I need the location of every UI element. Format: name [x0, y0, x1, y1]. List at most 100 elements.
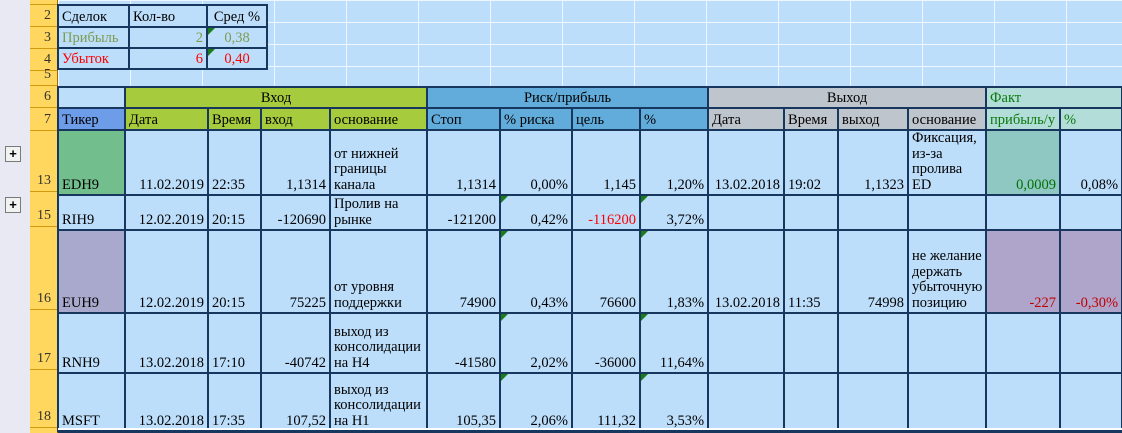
cell-entry-date[interactable]: 12.02.2019 [124, 229, 209, 314]
cell-exit-date[interactable] [707, 194, 786, 231]
cell-risk-pct[interactable]: 2,02% [499, 312, 574, 374]
band-risk[interactable]: Риск/прибыль [426, 86, 710, 109]
cell-entry-reason[interactable]: выход из консолидации на Н1 [328, 372, 429, 432]
expand-group-button-row13[interactable]: + [5, 146, 21, 162]
cell-entry-price[interactable]: -40742 [260, 312, 331, 374]
col-header-exit-date[interactable]: Дата [707, 107, 786, 131]
row-header-18[interactable]: 18 [30, 370, 57, 428]
cell-exit-time[interactable] [783, 372, 840, 432]
cell-exit-price[interactable]: 1,1323 [837, 129, 910, 196]
cell-risk-pct[interactable]: 0,43% [499, 229, 574, 314]
cell-exit-reason[interactable] [907, 194, 988, 231]
cell-entry-time[interactable]: 17:35 [207, 372, 262, 432]
cell-target-pct[interactable]: 11,64% [639, 312, 710, 374]
cell-fact-profit[interactable]: 0,0009 [985, 129, 1062, 196]
cell-entry-price[interactable]: -120690 [260, 194, 331, 231]
cell-ticker[interactable]: RNH9 [57, 312, 126, 374]
cell-exit-time[interactable] [783, 312, 840, 374]
cell-entry-reason[interactable]: от нижней границы канала [328, 129, 429, 196]
cell-exit-date[interactable] [707, 372, 786, 432]
summary-header-count[interactable]: Кол-во [128, 4, 208, 28]
cell-exit-reason[interactable] [907, 372, 988, 432]
row-header-4[interactable]: 4 [30, 49, 57, 71]
row-header-2[interactable]: 2 [30, 4, 57, 27]
col-header-exit-time[interactable]: Время [783, 107, 840, 131]
cell-exit-price[interactable]: 74998 [837, 229, 910, 314]
cell-entry-reason[interactable]: Пролив на рынке [328, 194, 429, 231]
expand-group-button-row15[interactable]: + [5, 197, 21, 213]
col-header-target-pct[interactable]: % [639, 107, 710, 131]
cell-fact-profit[interactable] [985, 372, 1062, 432]
cell-fact-pct[interactable] [1059, 372, 1122, 432]
row-header-17[interactable]: 17 [30, 310, 57, 370]
cell-ticker[interactable]: EUH9 [57, 229, 126, 314]
col-header-fact-pct[interactable]: % [1059, 107, 1122, 131]
cell-ticker[interactable]: RIH9 [57, 194, 126, 231]
cell-fact-pct[interactable] [1059, 194, 1122, 231]
cell-entry-price[interactable]: 75225 [260, 229, 331, 314]
cell-stop[interactable]: 105,35 [426, 372, 502, 432]
row-header-5[interactable]: 5 [30, 67, 57, 86]
cell-risk-pct[interactable]: 2,06% [499, 372, 574, 432]
cell-exit-time[interactable]: 11:35 [783, 229, 840, 314]
cell-exit-date[interactable]: 13.02.2018 [707, 229, 786, 314]
cell-exit-time[interactable]: 19:02 [783, 129, 840, 196]
cell-target-pct[interactable]: 3,72% [639, 194, 710, 231]
cell-ticker[interactable]: MSFT [57, 372, 126, 432]
cell-stop[interactable]: -121200 [426, 194, 502, 231]
row-header-3[interactable]: 3 [30, 27, 57, 49]
cell-blank-band[interactable] [57, 86, 126, 109]
cell-risk-pct[interactable]: 0,42% [499, 194, 574, 231]
cell-entry-reason[interactable]: выход из консолидации на Н4 [328, 312, 429, 374]
col-header-entry-time[interactable]: Время [207, 107, 262, 131]
cell-exit-reason[interactable]: Фиксация, из-за пролива ED [907, 129, 988, 196]
col-header-entry-price[interactable]: вход [260, 107, 331, 131]
summary-header-deals[interactable]: Сделок [57, 4, 130, 28]
cell-entry-time[interactable]: 20:15 [207, 194, 262, 231]
cell-target[interactable]: -116200 [571, 194, 642, 231]
cell-exit-price[interactable] [837, 312, 910, 374]
row-header-16[interactable]: 16 [30, 227, 57, 310]
cell-target[interactable]: 111,32 [571, 372, 642, 432]
summary-loss-avg[interactable]: 0,40 [206, 47, 268, 70]
row-header-7[interactable]: 7 [30, 108, 57, 131]
col-header-exit-price[interactable]: выход [837, 107, 910, 131]
summary-loss-count[interactable]: 6 [128, 47, 208, 70]
cell-exit-price[interactable] [837, 194, 910, 231]
band-exit[interactable]: Выход [707, 86, 988, 109]
cell-fact-pct[interactable]: -0,30% [1059, 229, 1122, 314]
cell-target-pct[interactable]: 3,53% [639, 372, 710, 432]
cell-stop[interactable]: -41580 [426, 312, 502, 374]
cell-fact-profit[interactable]: -227 [985, 229, 1062, 314]
col-header-exit-reason[interactable]: основание [907, 107, 988, 131]
cell-target[interactable]: 76600 [571, 229, 642, 314]
row-header-13[interactable]: 13 [30, 131, 57, 192]
cell-exit-price[interactable] [837, 372, 910, 432]
col-header-fact-profit[interactable]: прибыль/у [985, 107, 1062, 131]
cell-entry-reason[interactable]: от уровня поддержки [328, 229, 429, 314]
cell-fact-pct[interactable] [1059, 312, 1122, 374]
summary-profit-avg[interactable]: 0,38 [206, 26, 268, 49]
cell-target-pct[interactable]: 1,20% [639, 129, 710, 196]
cell-ticker[interactable]: EDH9 [57, 129, 126, 196]
col-header-ticker[interactable]: Тикер [57, 107, 126, 131]
row-header-6[interactable]: 6 [30, 86, 57, 108]
row-header-15[interactable]: 15 [30, 192, 57, 227]
cell-fact-pct[interactable]: 0,08% [1059, 129, 1122, 196]
band-entry[interactable]: Вход [123, 86, 429, 109]
cell-entry-date[interactable]: 13.02.2018 [124, 312, 209, 374]
cell-risk-pct[interactable]: 0,00% [499, 129, 574, 196]
cell-exit-reason[interactable] [907, 312, 988, 374]
col-header-risk-pct[interactable]: % риска [499, 107, 574, 131]
cell-entry-time[interactable]: 17:10 [207, 312, 262, 374]
cell-exit-time[interactable] [783, 194, 840, 231]
cell-exit-date[interactable]: 13.02.2018 [707, 129, 786, 196]
cell-entry-date[interactable]: 11.02.2019 [124, 129, 209, 196]
cell-entry-price[interactable]: 1,1314 [260, 129, 331, 196]
cell-stop[interactable]: 1,1314 [426, 129, 502, 196]
cell-fact-profit[interactable] [985, 312, 1062, 374]
cell-exit-reason[interactable]: не желание держать убыточную позицию [907, 229, 988, 314]
band-fact[interactable]: Факт [985, 86, 1122, 109]
cell-exit-date[interactable] [707, 312, 786, 374]
summary-header-avg[interactable]: Сред % [206, 4, 268, 28]
